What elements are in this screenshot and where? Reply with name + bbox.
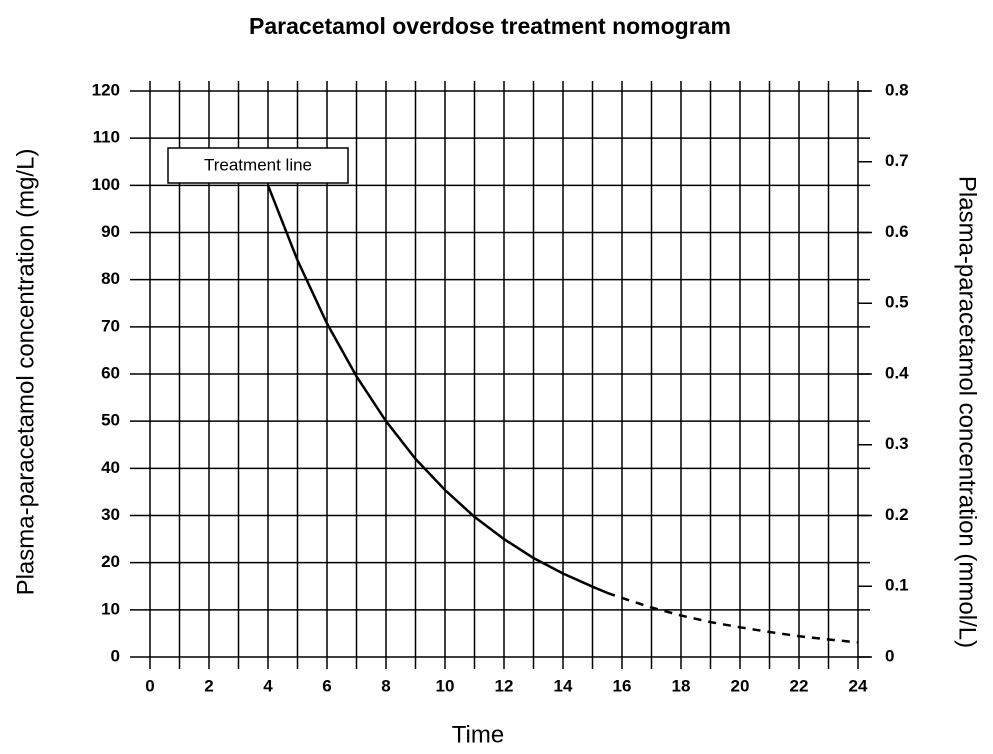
y2-tick-label: 0.4: [885, 363, 909, 382]
x-axis-label: Time: [452, 721, 504, 748]
y2-tick-label: 0: [885, 646, 894, 665]
treatment-line: [606, 591, 859, 644]
y-tick-label: 90: [101, 222, 120, 241]
y-tick-label: 120: [92, 80, 120, 99]
x-tick-label: 2: [204, 676, 213, 695]
x-tick-label: 6: [322, 676, 331, 695]
y-tick-label: 50: [101, 411, 120, 430]
y2-tick-label: 0.5: [885, 293, 909, 312]
y-tick-label: 10: [101, 599, 120, 618]
y-tick-label: 110: [93, 128, 120, 147]
treatment-line: [266, 184, 608, 595]
y-tick-label: 0: [111, 646, 120, 665]
x-tick-label: 14: [554, 676, 573, 695]
y2-tick-label: 0.1: [885, 576, 909, 595]
annotation-box: [167, 147, 349, 184]
x-tick-label: 16: [613, 676, 632, 695]
y-tick-label: 60: [101, 363, 120, 382]
y2-tick-label: 0.7: [885, 151, 909, 170]
y-tick-label: 70: [101, 316, 120, 335]
y-tick-label: 30: [101, 505, 120, 524]
x-tick-label: 10: [436, 676, 455, 695]
x-tick-label: 24: [849, 676, 868, 695]
y2-tick-label: 0.6: [885, 222, 909, 241]
y2-axis-label: Plasma-paracetamol concentration (mmol/L…: [954, 176, 981, 648]
y2-tick-label: 0.2: [885, 505, 909, 524]
x-tick-label: 12: [495, 676, 514, 695]
x-tick-label: 22: [790, 676, 809, 695]
x-tick-label: 0: [145, 676, 154, 695]
y-tick-label: 80: [101, 269, 120, 288]
y2-tick-label: 0.8: [885, 80, 909, 99]
y-tick-label: 20: [101, 552, 120, 571]
y-tick-label: 100: [92, 175, 120, 194]
x-tick-label: 20: [731, 676, 750, 695]
x-tick-label: 8: [381, 676, 390, 695]
y2-tick-label: 0.3: [885, 434, 909, 453]
chart-title: Paracetamol overdose treatment nomogram: [249, 13, 731, 39]
y-tick-label: 40: [101, 458, 120, 477]
annotation: Treatment line: [204, 155, 312, 174]
y-axis-label: Plasma-paracetamol concentration (mg/L): [12, 149, 39, 596]
x-tick-label: 18: [672, 676, 691, 695]
x-tick-label: 4: [263, 676, 273, 695]
